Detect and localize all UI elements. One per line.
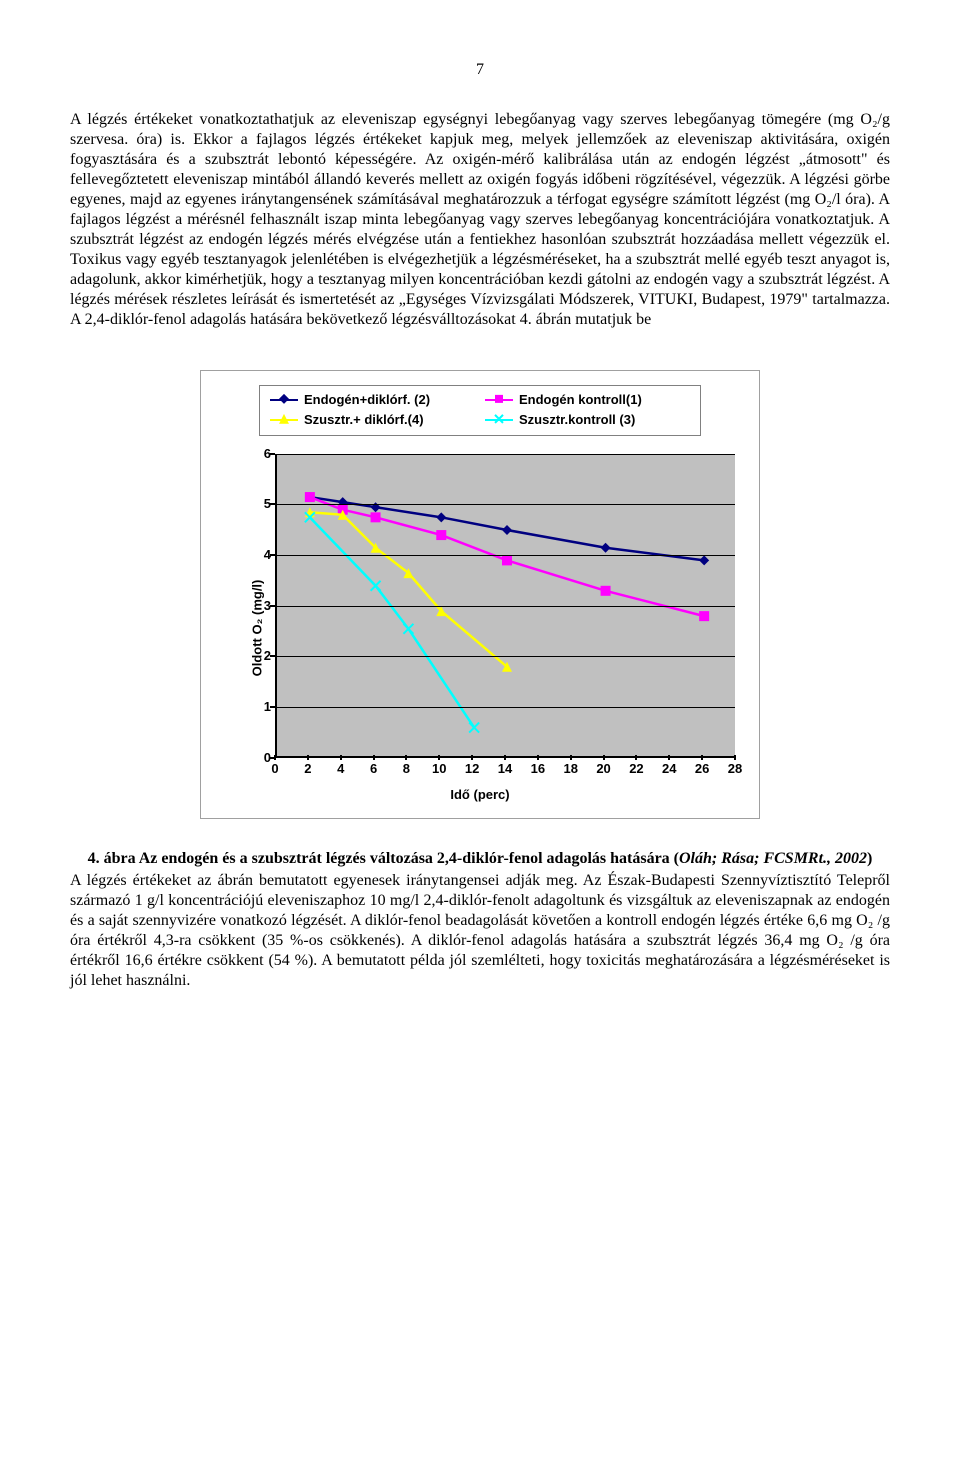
- paragraph-1: A légzés értékeket vonatkoztathatjuk az …: [70, 110, 890, 330]
- caption-close: ): [867, 850, 872, 867]
- paragraph-2: A légzés értékeket az ábrán bemutatott e…: [70, 871, 890, 991]
- chart-plot: Oldott O₂ (mg/l) Idő (perc) 012345602468…: [215, 448, 745, 808]
- legend-item: Endogén kontroll(1): [485, 392, 690, 408]
- page-number: 7: [70, 60, 890, 80]
- legend-item: Endogén+diklórf. (2): [270, 392, 475, 408]
- caption-italic: Oláh; Rása; FCSMRt., 2002: [679, 850, 867, 867]
- chart-container: Endogén+diklórf. (2) Endogén kontroll(1) S…: [200, 370, 760, 819]
- legend-item: Szusztr.kontroll (3): [485, 412, 690, 428]
- chart-legend: Endogén+diklórf. (2) Endogén kontroll(1) S…: [259, 385, 701, 436]
- caption-bold: 4. ábra Az endogén és a szubsztrát légzé…: [88, 850, 679, 867]
- legend-item: Szusztr.+ diklórf.(4): [270, 412, 475, 428]
- chart-x-label: Idő (perc): [450, 787, 509, 803]
- figure-caption: 4. ábra Az endogén és a szubsztrát légzé…: [70, 849, 890, 869]
